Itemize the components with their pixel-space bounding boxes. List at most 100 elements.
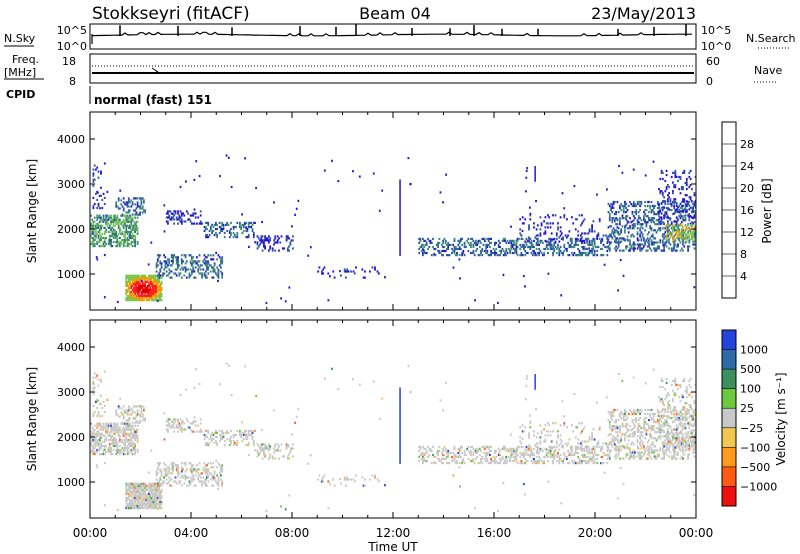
echo-cell bbox=[673, 238, 676, 241]
echo-cell bbox=[562, 254, 564, 257]
echo-cell bbox=[640, 249, 643, 252]
echo-cell bbox=[189, 220, 192, 223]
echo-cell bbox=[625, 453, 628, 456]
echo-cell bbox=[553, 451, 556, 455]
echo-cell bbox=[98, 424, 101, 427]
echo-cell bbox=[364, 270, 366, 273]
echo-cell bbox=[665, 234, 668, 237]
echo-cell bbox=[547, 451, 549, 455]
echo-cell bbox=[110, 222, 112, 225]
echo-cell bbox=[216, 435, 218, 439]
echo-cell bbox=[472, 453, 475, 457]
echo-cell bbox=[153, 276, 155, 279]
echo-cell bbox=[659, 241, 662, 244]
echo-cell bbox=[531, 254, 534, 257]
echo-cell bbox=[557, 226, 559, 229]
echo-cell bbox=[125, 214, 128, 217]
echo-cell bbox=[520, 445, 523, 448]
echo-cell bbox=[129, 294, 131, 298]
echo-cell bbox=[655, 247, 658, 250]
echo-cell bbox=[547, 247, 549, 251]
echo-cell bbox=[97, 240, 100, 244]
echo-cell bbox=[610, 233, 612, 236]
echo-cell bbox=[139, 207, 141, 210]
echo-cell bbox=[139, 284, 141, 287]
echo-cell bbox=[129, 234, 131, 238]
echo-cell bbox=[444, 239, 447, 242]
echo-cell bbox=[260, 449, 263, 452]
echo-cell bbox=[125, 434, 128, 437]
echo-cell bbox=[636, 227, 639, 230]
echo-cell bbox=[130, 444, 133, 448]
echo-cell bbox=[97, 224, 100, 227]
echo-cell bbox=[689, 222, 692, 225]
echo-cell bbox=[486, 451, 489, 455]
echo-cell bbox=[122, 434, 125, 437]
echo-cell bbox=[138, 288, 140, 292]
echo-cell bbox=[150, 507, 153, 510]
echo-cell bbox=[143, 407, 145, 410]
echo-cell bbox=[129, 224, 131, 227]
echo-cell bbox=[149, 286, 152, 289]
echo-cell bbox=[465, 453, 467, 457]
echo-cell bbox=[619, 233, 621, 236]
echo-cell bbox=[185, 276, 188, 279]
echo-cell bbox=[548, 237, 551, 240]
echo-cell bbox=[459, 237, 462, 240]
echo-cell bbox=[596, 193, 598, 196]
echo-cell bbox=[154, 286, 157, 289]
echo-cell bbox=[584, 445, 587, 448]
echo-cell bbox=[221, 468, 224, 471]
echo-cell bbox=[180, 422, 183, 425]
echo-cell bbox=[680, 247, 683, 250]
echo-cell bbox=[140, 207, 143, 210]
echo-cell bbox=[520, 234, 523, 237]
echo-cell bbox=[125, 211, 128, 214]
echo-cell bbox=[213, 268, 216, 271]
echo-cell bbox=[475, 241, 477, 244]
echo-cell bbox=[155, 472, 158, 475]
echo-cell bbox=[664, 241, 667, 244]
echo-cell bbox=[97, 378, 100, 381]
echo-cell bbox=[475, 249, 477, 253]
echo-cell bbox=[127, 492, 130, 495]
echo-cell bbox=[141, 405, 144, 408]
echo-cell bbox=[586, 239, 588, 242]
echo-cell bbox=[285, 239, 288, 242]
echo-cell bbox=[160, 488, 163, 491]
echo-cell bbox=[125, 201, 128, 204]
echo-cell bbox=[438, 457, 441, 461]
echo-cell bbox=[117, 434, 120, 437]
echo-cell bbox=[470, 251, 472, 255]
echo-cell bbox=[112, 430, 115, 433]
echo-cell bbox=[130, 426, 133, 429]
echo-cell bbox=[649, 237, 652, 240]
echo-cell bbox=[115, 430, 118, 433]
echo-cell bbox=[115, 444, 118, 448]
echo-cell bbox=[540, 251, 543, 255]
echo-cell bbox=[184, 270, 187, 273]
echo-cell bbox=[557, 245, 559, 249]
echo-cell bbox=[143, 284, 145, 287]
echo-cell bbox=[168, 258, 171, 261]
echo-cell bbox=[631, 224, 634, 227]
echo-cell bbox=[608, 247, 611, 250]
echo-cell bbox=[140, 504, 143, 508]
echo-cell bbox=[215, 221, 217, 224]
echo-cell bbox=[510, 453, 513, 457]
echo-cell bbox=[505, 241, 508, 244]
echo-cell bbox=[236, 441, 239, 445]
echo-cell bbox=[155, 507, 158, 510]
echo-cell bbox=[463, 453, 466, 457]
echo-cell bbox=[563, 243, 566, 246]
echo-cell bbox=[220, 262, 222, 265]
echo-cell bbox=[475, 451, 477, 455]
echo-cell bbox=[278, 457, 280, 460]
echo-cell bbox=[650, 229, 653, 232]
echo-cell bbox=[661, 206, 664, 209]
echo-cell bbox=[134, 490, 136, 493]
echo-cell bbox=[691, 234, 693, 237]
echo-cell bbox=[158, 278, 160, 281]
echo-cell bbox=[101, 453, 104, 456]
echo-cell bbox=[251, 437, 254, 441]
